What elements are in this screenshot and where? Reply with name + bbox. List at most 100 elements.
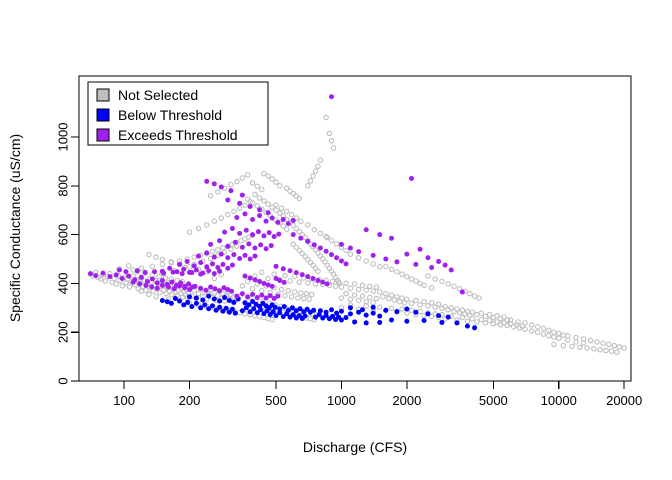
data-point (370, 261, 376, 267)
data-point (269, 215, 275, 221)
data-point (298, 235, 304, 241)
data-point (242, 300, 248, 306)
legend: Not Selected Below Threshold Exceeds Thr… (87, 81, 269, 146)
data-point (285, 221, 291, 227)
data-point (597, 347, 603, 353)
data-point (611, 342, 617, 349)
data-point (159, 282, 165, 288)
data-point (389, 317, 395, 323)
data-point (239, 308, 245, 314)
data-point (189, 304, 195, 310)
data-point (287, 268, 293, 274)
x-tick-label: 1000 (327, 393, 356, 408)
data-point (191, 263, 197, 269)
data-point (290, 232, 296, 238)
data-point (428, 285, 435, 291)
data-point (273, 202, 279, 208)
data-point (198, 305, 204, 311)
data-point (126, 284, 133, 290)
data-point (265, 275, 271, 282)
data-point (338, 317, 344, 323)
y-axis: 0 200 400 600 800 1000 (56, 123, 79, 385)
data-point (278, 205, 285, 212)
data-point (247, 256, 253, 262)
data-point (332, 283, 339, 290)
data-point (560, 342, 567, 349)
data-point (211, 271, 217, 277)
y-tick-label: 0 (56, 377, 71, 384)
data-point (580, 336, 587, 342)
data-point (229, 226, 235, 231)
data-point (293, 225, 300, 232)
data-point (225, 197, 231, 203)
data-point (442, 262, 448, 268)
data-point (305, 274, 311, 280)
data-point (252, 191, 258, 198)
data-point (213, 307, 219, 313)
data-point (323, 248, 329, 254)
data-point (244, 172, 251, 178)
data-point (528, 328, 535, 334)
data-point (373, 284, 380, 290)
data-point (323, 233, 329, 240)
data-point (157, 289, 163, 296)
data-point (454, 306, 460, 312)
data-point (315, 268, 321, 274)
data-point (239, 291, 245, 297)
data-point (401, 300, 408, 306)
data-point (100, 270, 106, 276)
data-point (265, 201, 271, 207)
data-point (616, 344, 623, 350)
data-point (417, 246, 423, 252)
data-point (298, 218, 304, 224)
data-point (211, 275, 218, 282)
data-point (343, 247, 349, 254)
x-tick-label: 5000 (479, 393, 508, 408)
data-point (363, 303, 369, 309)
data-point (540, 325, 547, 332)
data-point (196, 253, 202, 259)
data-point (486, 311, 493, 318)
data-point (276, 183, 283, 189)
data-point (356, 249, 362, 255)
data-point (277, 277, 283, 283)
data-point (338, 295, 345, 301)
data-point (218, 184, 224, 190)
data-point (303, 290, 310, 297)
data-point (534, 324, 541, 330)
data-point (373, 295, 380, 302)
data-point (186, 281, 192, 287)
data-point (225, 211, 231, 218)
data-point (195, 290, 202, 297)
data-point (476, 295, 482, 301)
data-point (270, 309, 276, 315)
data-point (206, 268, 212, 274)
data-point (383, 263, 389, 270)
data-point (351, 292, 358, 298)
data-point (478, 310, 485, 316)
data-point (263, 295, 269, 301)
data-point (182, 285, 188, 291)
data-point (388, 292, 395, 298)
data-point (408, 276, 415, 282)
data-point (236, 205, 243, 212)
data-point (261, 233, 267, 239)
data-point (355, 255, 362, 261)
data-point (494, 312, 500, 319)
data-point (257, 303, 263, 309)
data-point (229, 288, 235, 294)
data-point (347, 245, 353, 251)
data-point (297, 306, 303, 312)
data-point (146, 251, 152, 258)
data-point (315, 163, 321, 170)
data-point (119, 276, 125, 282)
data-point (244, 196, 251, 202)
data-point (184, 258, 190, 264)
data-point (200, 297, 206, 303)
data-point (237, 256, 243, 262)
data-point (206, 306, 212, 312)
data-point (370, 310, 376, 316)
data-point (242, 202, 248, 209)
data-point (111, 275, 117, 282)
data-point (218, 251, 224, 257)
